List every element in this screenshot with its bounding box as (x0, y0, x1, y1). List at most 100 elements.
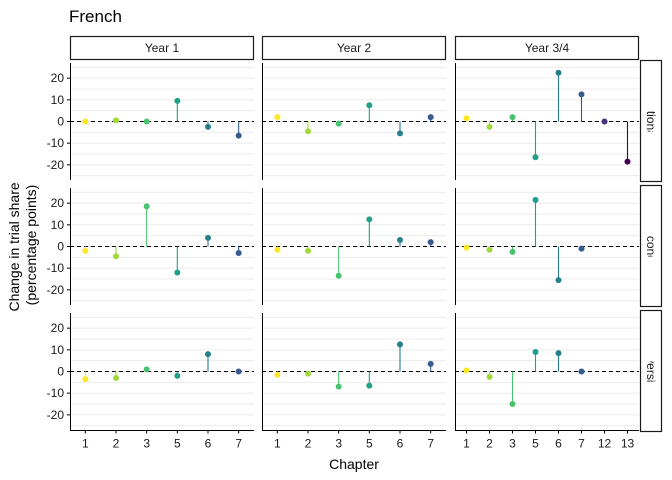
lollipop-point (532, 196, 539, 203)
column-strip-label: Year 1 (145, 41, 180, 55)
lollipop-point (305, 370, 311, 377)
lollipop-point (143, 118, 150, 125)
row-strip-box (639, 59, 663, 183)
facet-panel (262, 188, 446, 305)
lollipop-point (174, 269, 181, 276)
y-tick-label: 0 (57, 240, 64, 254)
lollipop-point (235, 250, 242, 256)
x-tick-label: 7 (427, 437, 434, 451)
x-tick-label: 6 (555, 437, 562, 451)
x-tick-label: 3 (143, 437, 150, 451)
y-tick-label: 10 (51, 343, 65, 357)
facet-panel (455, 63, 639, 180)
x-tick-label: 3 (335, 437, 342, 451)
row-strip-label: Pre-vocational (vmbo) (644, 63, 658, 180)
lollipop-point (335, 272, 342, 279)
facet-panel (262, 63, 446, 180)
x-tick-label: 1 (274, 437, 281, 451)
x-tick-label: 2 (113, 437, 120, 451)
y-tick-label: 20 (51, 71, 65, 85)
lollipop-point (82, 247, 89, 254)
lollipop-point (532, 349, 539, 355)
lollipop-point (555, 69, 562, 76)
lollipop-point (555, 277, 562, 284)
y-tick-label: -10 (47, 136, 65, 150)
lollipop-point (397, 341, 403, 348)
lollipop-point (174, 372, 181, 379)
x-tick-label: 12 (598, 437, 612, 451)
lollipop-point (235, 368, 242, 375)
lollipop-point (113, 117, 119, 124)
x-tick-label: 6 (397, 437, 404, 451)
lollipop-point (532, 154, 539, 161)
x-tick-label: 3 (509, 437, 516, 451)
lollipop-point (578, 368, 585, 375)
row-strip: General secondary (havo) (639, 177, 663, 316)
lollipop-point (463, 115, 470, 122)
lollipop-point (509, 248, 516, 255)
y-axis-title-line-1: Change in trial share (6, 182, 22, 311)
lollipop-point (205, 351, 211, 358)
y-axis-title: Change in trial share (percentage points… (6, 178, 39, 311)
facet-panel: -20 -10 0 10 20 (47, 188, 254, 305)
x-tick-label: 13 (621, 437, 635, 451)
lollipop-point (366, 382, 373, 389)
y-tick-label: 0 (57, 115, 64, 129)
column-strip: Year 1 (69, 35, 255, 61)
lollipop-point (366, 102, 373, 109)
lollipop-point (427, 114, 434, 121)
lollipop-point (174, 97, 181, 104)
lollipop-point (235, 132, 242, 139)
x-tick-label: 2 (305, 437, 312, 451)
lollipop-point (624, 158, 631, 165)
x-axis-title: Chapter (329, 456, 379, 472)
lollipop-point (509, 401, 516, 407)
column-strip-label: Year 2 (337, 41, 372, 55)
y-tick-label: -20 (47, 283, 65, 297)
lollipop-point (143, 203, 150, 210)
lollipop-point (274, 246, 281, 253)
lollipop-point (397, 237, 403, 243)
lollipop-point (274, 371, 281, 378)
column-strip-box (261, 35, 447, 61)
lollipop-point (463, 244, 470, 251)
lollipop-point (305, 247, 311, 254)
row-strip-label: Pre-university (vwo) (644, 318, 658, 424)
lollipop-point (366, 216, 373, 223)
lollipop-point (578, 91, 585, 98)
lollipop-point (205, 234, 211, 241)
y-tick-label: -20 (47, 158, 65, 172)
lollipop-point (397, 130, 403, 137)
x-tick-label: 7 (578, 437, 585, 451)
y-tick-label: -10 (47, 386, 65, 400)
lollipop-point (82, 376, 89, 383)
lollipop-point (601, 118, 608, 125)
x-tick-label: 1 (82, 437, 89, 451)
y-tick-label: -20 (47, 408, 65, 422)
x-tick-label: 1 (463, 437, 470, 451)
y-tick-label: 20 (51, 321, 65, 335)
column-strip: Year 3/4 (454, 35, 640, 61)
lollipop-point (578, 245, 585, 252)
facet-panel: -20 -10 0 10 20 (47, 63, 254, 180)
column-strip-label: Year 3/4 (525, 41, 570, 55)
row-strip: Pre-university (vwo) (639, 309, 663, 433)
lollipop-point (274, 114, 281, 121)
lollipop-point (143, 366, 150, 373)
y-tick-label: 20 (51, 196, 65, 210)
chart-title: French (69, 7, 122, 26)
lollipop-point (486, 123, 493, 130)
lollipop-point (335, 383, 342, 390)
y-tick-label: 10 (51, 218, 65, 232)
column-strip-box (69, 35, 255, 61)
x-tick-label: 5 (174, 437, 181, 451)
facet-panel (455, 188, 639, 305)
row-strip: Pre-vocational (vmbo) (639, 59, 663, 183)
lollipop-point (335, 120, 342, 127)
lollipop-point (113, 253, 119, 260)
facet-panel: 1 2 3 5 6 7 (262, 313, 446, 451)
lollipop-point (509, 114, 516, 121)
y-tick-label: -10 (47, 261, 65, 275)
row-strip-label: General secondary (havo) (644, 177, 658, 316)
